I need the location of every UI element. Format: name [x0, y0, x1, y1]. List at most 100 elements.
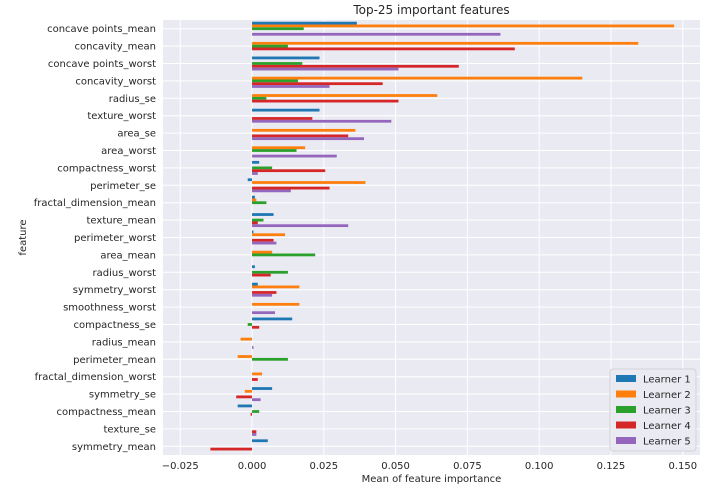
legend-swatch: [616, 406, 636, 413]
bar-learner-1-compactness-worst: [252, 160, 260, 164]
bar-learner-4-symmetry-mean: [210, 447, 253, 451]
y-tick-label: compactness_worst: [57, 163, 156, 174]
x-tick-label: 0.050: [381, 461, 410, 472]
bar-learner-4-area-se: [252, 134, 349, 138]
y-tick-label: texture_se: [104, 424, 156, 435]
bar-learner-5-concave-points-worst: [252, 67, 399, 71]
bar-learner-5-radius-mean: [252, 346, 254, 349]
y-tick-label: concavity_mean: [75, 42, 156, 53]
x-tick-label: −0.025: [162, 461, 199, 472]
bar-learner-5-concavity-worst: [252, 85, 330, 88]
bar-learner-4-fractal-dimension-worst: [252, 378, 258, 381]
bar-learner-2-perimeter-mean: [237, 355, 253, 358]
bar-learner-3-area-mean: [252, 253, 316, 257]
legend-label: Learner 1: [643, 375, 691, 386]
bar-learner-4-texture-mean: [252, 221, 258, 225]
y-axis-label: feature: [18, 219, 29, 255]
legend: Learner 1 Learner 2 Learner 3 Learner 4 Lear…: [609, 368, 697, 452]
bar-learner-2-concave-points-mean: [252, 24, 675, 28]
y-tick-label: perimeter_mean: [73, 355, 156, 366]
bar-learner-2-symmetry-worst: [252, 285, 300, 289]
x-tick-label: 0.075: [453, 461, 482, 472]
bar-learner-4-radius-worst: [252, 273, 271, 277]
bar-learner-1-radius-worst: [252, 265, 255, 269]
bar-learner-2-concavity-mean: [252, 41, 639, 45]
y-tick-label: area_worst: [101, 146, 156, 157]
bar-learner-2-area-mean: [252, 250, 273, 254]
bar-learner-1-perimeter-se: [247, 178, 253, 182]
bar-learner-4-texture-se: [252, 430, 257, 434]
bar-learner-1-texture-mean: [252, 213, 274, 216]
bar-learner-3-radius-worst: [252, 270, 288, 274]
x-tick-label: 0.150: [668, 461, 697, 472]
legend-label: Learner 2: [643, 390, 691, 401]
bar-learner-5-area-se: [252, 137, 365, 141]
bar-learner-3-area-worst: [252, 149, 297, 152]
bar-learner-2-perimeter-worst: [252, 233, 286, 237]
bar-learner-3-fractal-dimension-mean: [252, 201, 267, 205]
bar-learner-3-texture-mean: [252, 218, 264, 222]
legend-swatch: [616, 437, 636, 444]
y-tick-label: compactness_se: [73, 320, 156, 331]
y-tick-label: smoothness_worst: [63, 303, 156, 314]
y-tick-label: fractal_dimension_worst: [35, 372, 157, 383]
bar-learner-3-concave-points-mean: [252, 27, 304, 31]
bar-learner-2-perimeter-se: [252, 181, 366, 184]
bar-learner-5-area-worst: [252, 154, 337, 158]
legend-swatch: [616, 421, 636, 429]
bar-learner-4-concave-points-worst: [252, 64, 459, 68]
y-tick-label: symmetry_worst: [73, 285, 156, 296]
bar-learner-3-radius-se: [252, 96, 267, 100]
bar-learner-2-fractal-dimension-worst: [252, 372, 263, 376]
bar-learner-5-perimeter-worst: [252, 241, 277, 245]
bar-learner-2-radius-se: [252, 94, 438, 97]
y-tick-label: symmetry_mean: [72, 442, 156, 453]
bar-learner-4-radius-se: [252, 99, 399, 103]
bar-learner-5-concave-points-mean: [252, 32, 501, 36]
bar-learner-1-concave-points-mean: [252, 21, 357, 25]
y-tick-labels: concave points_mean concavity_meanconcave…: [34, 24, 156, 453]
y-tick-label: symmetry_se: [89, 390, 156, 401]
bar-learner-1-symmetry-mean: [252, 439, 268, 443]
legend-box: [609, 368, 697, 452]
bar-learner-3-compactness-worst: [252, 166, 273, 170]
bar-learner-4-texture-worst: [252, 117, 313, 120]
x-axis-label: Mean of feature importance: [362, 474, 502, 485]
bar-learner-2-symmetry-se: [244, 389, 253, 393]
bar-learner-5-texture-mean: [252, 224, 349, 228]
bar-learner-5-perimeter-se: [252, 189, 291, 193]
bar-learner-5-symmetry-worst: [252, 293, 273, 297]
bar-learner-4-compactness-mean: [250, 412, 253, 416]
bar-learner-4-concavity-mean: [252, 47, 515, 51]
bar-learner-3-concavity-worst: [252, 79, 298, 83]
x-tick-label: 0.125: [597, 461, 626, 472]
y-tick-label: fractal_dimension_mean: [34, 198, 156, 209]
bar-learner-4-compactness-se: [252, 325, 260, 329]
y-tick-label: perimeter_se: [90, 181, 156, 192]
bar-learner-5-smoothness-worst: [252, 311, 275, 315]
bar-learner-3-compactness-mean: [252, 410, 260, 413]
bar-learner-3-perimeter-mean: [252, 357, 288, 361]
bar-learner-2-area-se: [252, 128, 356, 132]
legend-label: Learner 4: [643, 421, 691, 432]
y-tick-label: radius_se: [109, 94, 156, 105]
bar-learner-2-smoothness-worst: [252, 302, 300, 306]
y-tick-label: concave points_mean: [47, 24, 156, 35]
legend-swatch: [616, 375, 636, 382]
bar-learner-4-concavity-worst: [252, 82, 383, 86]
x-tick-labels: −0.025 0.000 0.025 0.050 0.075 0.100 0.125 0.15…: [162, 461, 697, 472]
bar-learner-1-texture-worst: [252, 108, 320, 112]
bar-learner-1-symmetry-worst: [252, 282, 258, 286]
y-tick-label: area_mean: [100, 250, 156, 261]
bar-learner-2-radius-mean: [240, 337, 253, 341]
bar-learner-4-perimeter-se: [252, 186, 330, 190]
legend-label: Learner 5: [643, 437, 691, 448]
bar-learner-5-texture-se: [252, 433, 257, 436]
chart-title: Top-25 important features: [352, 3, 509, 17]
y-tick-label: radius_mean: [92, 337, 156, 348]
bar-learner-1-compactness-mean: [237, 404, 253, 408]
bar-learner-2-concavity-worst: [252, 76, 583, 80]
y-tick-label: concave points_worst: [48, 59, 156, 70]
bar-learner-1-fractal-dimension-mean: [252, 195, 255, 199]
x-tick-label: 0.100: [525, 461, 554, 472]
